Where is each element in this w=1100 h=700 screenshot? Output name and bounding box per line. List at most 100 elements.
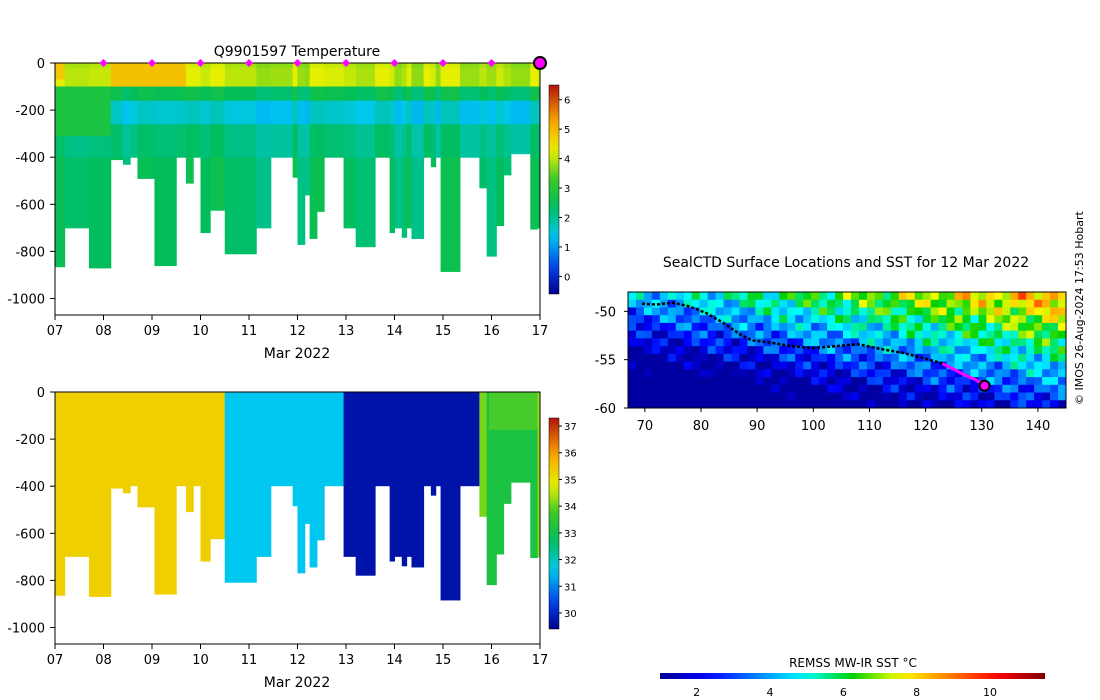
- temperature-cell: [304, 124, 311, 158]
- map-axes-frame: [627, 291, 1067, 409]
- temperature-cell: [530, 157, 539, 230]
- temperature-cell: [459, 86, 480, 102]
- temperature-cell: [316, 100, 325, 125]
- y-tick-label: -200: [15, 433, 45, 448]
- temperature-cell: [185, 63, 194, 69]
- temperature-cell: [343, 67, 357, 88]
- temperature-cell: [343, 86, 357, 102]
- temperature-cell: [297, 63, 306, 69]
- temperature-cell: [185, 157, 194, 184]
- temperature-cell: [185, 67, 194, 88]
- temperature-colorbar-ticks: 0 1 2 3 4 5 6: [559, 96, 570, 283]
- salinity-cell: [375, 392, 391, 487]
- temperature-cell: [154, 100, 177, 125]
- salinity-heatmap: [55, 392, 541, 601]
- salinity-cell: [154, 392, 177, 595]
- temperature-cell: [110, 100, 124, 125]
- temperature-cell: [292, 124, 298, 158]
- current-profile-marker: [533, 56, 547, 70]
- temperature-cell: [200, 63, 211, 69]
- temperature-cell: [224, 63, 257, 69]
- temperature-cell: [256, 124, 272, 158]
- x-tick-label: 11: [241, 653, 258, 668]
- temperature-cell: [137, 124, 155, 158]
- temperature-cell: [193, 124, 201, 158]
- x-tick-label: 12: [289, 324, 306, 339]
- lon-tick-label: 90: [749, 419, 766, 434]
- temperature-cell: [389, 67, 395, 88]
- colorbar-tick-label: 30: [564, 609, 577, 620]
- colorbar-tick-label: 31: [564, 582, 577, 593]
- temperature-cell: [110, 124, 124, 158]
- temperature-cell: [324, 124, 345, 158]
- temperature-cell: [316, 67, 325, 88]
- salinity-cell: [316, 392, 325, 541]
- temperature-cell: [375, 86, 391, 102]
- temperature-cell: [411, 63, 425, 69]
- salinity-cell: [530, 392, 539, 559]
- temperature-cell: [406, 63, 412, 69]
- salinity-cell: [137, 392, 155, 508]
- salinity-cell: [193, 392, 201, 487]
- current-position-marker: [978, 379, 991, 392]
- temperature-cell: [110, 157, 124, 161]
- temperature-cell: [256, 63, 272, 69]
- temperature-cell: [406, 67, 412, 88]
- temperature-cell: [406, 124, 412, 158]
- temperature-cell: [309, 124, 318, 158]
- temperature-cell: [154, 86, 177, 102]
- temperature-cell: [55, 63, 65, 80]
- temperature-cell: [304, 86, 311, 102]
- temperature-cell: [411, 67, 425, 88]
- temperature-cell: [440, 86, 461, 102]
- temperature-cell: [503, 100, 512, 125]
- temperature-cell: [88, 67, 112, 88]
- temperature-cell: [486, 86, 497, 102]
- temperature-cell: [411, 124, 425, 158]
- x-tick-label: 15: [435, 653, 452, 668]
- salinity-cell: [64, 392, 90, 557]
- day-marker: [390, 59, 399, 67]
- salinity-cell: [411, 392, 425, 568]
- temperature-cell: [88, 63, 112, 69]
- temperature-cell: [343, 124, 357, 158]
- temperature-cell: [343, 157, 357, 229]
- temperature-cell: [401, 124, 408, 158]
- temperature-cell: [389, 100, 395, 125]
- temperature-cell: [185, 86, 194, 102]
- day-marker: [245, 59, 253, 67]
- colorbar-tick-label: 3: [564, 184, 570, 195]
- temperature-cell: [210, 63, 226, 69]
- temperature-panel: Q9901597 Temperature 0 -200 -400 -600 -800 -1…: [7, 44, 570, 362]
- temperature-cell: [55, 157, 66, 268]
- temperature-cell: [64, 67, 90, 88]
- temperature-cell: [355, 100, 376, 125]
- temperature-cell: [406, 157, 412, 229]
- temperature-cell: [309, 86, 318, 102]
- temperature-cell: [55, 124, 66, 158]
- map-latitude-axis: -50 -55 -60: [595, 305, 628, 417]
- temperature-x-label: Mar 2022: [264, 346, 331, 362]
- temperature-cell: [200, 67, 211, 88]
- salinity-cell: [270, 392, 294, 487]
- y-tick-label: -1000: [7, 622, 45, 637]
- temperature-cell: [389, 63, 395, 69]
- temperature-cell: [440, 100, 461, 125]
- temperature-cell: [459, 63, 480, 69]
- temperature-cell: [297, 86, 306, 102]
- colorbar-tick-label: 35: [564, 475, 577, 486]
- x-tick-label: 14: [386, 324, 403, 339]
- day-marker: [196, 59, 205, 67]
- temperature-cell: [435, 86, 442, 102]
- salinity-cell: [355, 392, 376, 576]
- temperature-cell: [154, 157, 177, 267]
- temperature-cell: [64, 63, 90, 69]
- salinity-cell: [489, 392, 538, 430]
- sst-colorbar-label: REMSS MW-IR SST °C: [789, 656, 917, 670]
- temperature-cell: [309, 157, 318, 239]
- temperature-cell: [394, 124, 403, 158]
- salinity-cell: [430, 392, 437, 496]
- temperature-cell: [510, 63, 531, 69]
- temperature-cell: [200, 157, 211, 234]
